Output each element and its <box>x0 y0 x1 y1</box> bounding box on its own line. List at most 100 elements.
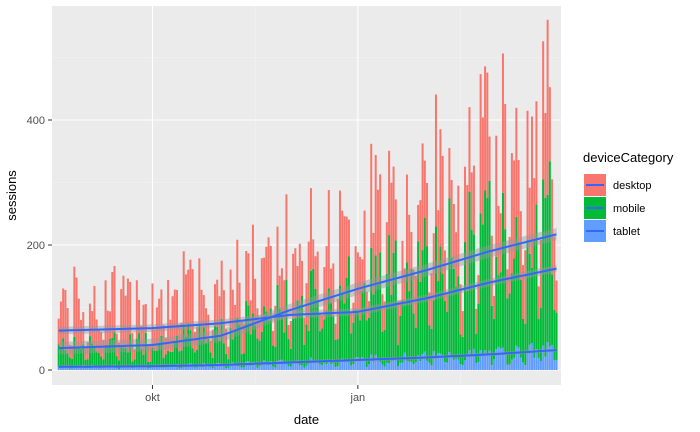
bar-mobile <box>211 357 214 368</box>
bar-mobile <box>555 312 558 361</box>
bar-desktop <box>434 94 437 227</box>
bar-mobile <box>77 347 80 368</box>
bar-desktop <box>80 319 83 349</box>
bar-desktop <box>216 279 219 327</box>
bars <box>57 19 558 370</box>
bar-tablet <box>334 367 337 370</box>
bar-desktop <box>510 153 513 274</box>
x-axis-title: date <box>294 412 319 427</box>
bar-tablet <box>551 344 554 370</box>
bar-tablet <box>104 366 107 370</box>
bar-mobile <box>113 332 116 365</box>
bar-tablet <box>191 365 194 370</box>
bar-desktop <box>59 301 62 348</box>
bar-desktop <box>178 324 181 352</box>
bar-desktop <box>62 288 65 339</box>
bar-mobile <box>292 318 295 364</box>
bar-desktop <box>75 277 78 347</box>
bar-desktop <box>100 332 103 357</box>
bar-tablet <box>95 365 98 370</box>
bar-mobile <box>82 344 85 366</box>
bar-desktop <box>144 304 147 333</box>
bar-tablet <box>414 362 417 370</box>
bar-mobile <box>75 346 78 368</box>
bar-tablet <box>263 360 266 370</box>
bar-mobile <box>296 300 299 361</box>
bar-mobile <box>274 346 277 368</box>
bar-tablet <box>140 365 143 370</box>
legend: deviceCategory desktop mobile tablet <box>583 150 674 242</box>
bar-mobile <box>120 346 123 368</box>
bar-mobile <box>477 303 480 363</box>
bar-tablet <box>117 369 120 370</box>
bar-desktop <box>356 252 359 312</box>
bar-mobile <box>287 339 290 367</box>
bar-mobile <box>374 255 377 355</box>
bar-mobile <box>524 323 527 366</box>
bar-desktop <box>269 245 272 309</box>
bar-desktop <box>486 72 489 199</box>
bar-desktop <box>383 301 386 330</box>
bar-tablet <box>303 367 306 370</box>
bar-mobile <box>171 351 174 367</box>
bar-desktop <box>151 283 154 348</box>
bar-desktop <box>412 269 415 314</box>
bar-mobile <box>242 353 245 368</box>
bar-desktop <box>180 322 183 351</box>
bar-mobile <box>466 290 469 355</box>
bar-desktop <box>274 305 277 347</box>
bar-desktop <box>240 321 243 355</box>
bar-desktop <box>155 307 158 351</box>
bar-tablet <box>222 366 225 370</box>
bar-mobile <box>162 357 165 368</box>
bar-mobile <box>332 316 335 364</box>
bar-desktop <box>528 187 531 254</box>
bar-mobile <box>428 325 431 363</box>
bar-desktop <box>546 19 549 195</box>
bar-tablet <box>122 365 125 370</box>
bar-mobile <box>146 362 150 369</box>
bar-tablet <box>452 359 455 370</box>
bar-mobile <box>62 338 65 368</box>
bar-desktop <box>327 190 330 289</box>
bar-tablet <box>359 361 362 370</box>
bar-mobile <box>305 324 308 366</box>
bar-tablet <box>370 354 373 370</box>
bar-mobile <box>347 256 350 361</box>
bar-mobile <box>441 273 444 356</box>
bar-desktop <box>149 343 152 362</box>
bar-desktop <box>113 265 116 333</box>
bar-mobile <box>180 350 183 368</box>
bar-desktop <box>336 298 339 340</box>
bar-desktop <box>343 216 346 304</box>
legend-label-tablet: tablet <box>613 226 640 238</box>
bar-desktop <box>93 285 96 346</box>
bar-desktop <box>213 284 216 326</box>
bar-mobile <box>385 273 388 363</box>
bar-mobile <box>231 339 234 363</box>
bar-tablet <box>448 352 451 370</box>
bar-desktop <box>405 174 408 263</box>
bar-desktop <box>539 239 542 309</box>
bar-desktop <box>309 188 312 271</box>
bar-tablet <box>394 359 397 370</box>
bar-desktop <box>265 246 268 312</box>
bar-desktop <box>410 231 413 269</box>
bar-mobile <box>446 311 449 363</box>
bar-tablet <box>530 342 533 370</box>
bar-tablet <box>209 366 212 370</box>
bar-tablet <box>162 367 165 370</box>
bar-desktop <box>198 258 201 324</box>
bar-desktop <box>120 289 123 347</box>
bar-mobile <box>265 311 268 364</box>
bar-desktop <box>345 216 348 278</box>
legend-label-mobile: mobile <box>613 203 645 215</box>
bar-desktop <box>294 248 297 319</box>
bar-tablet <box>64 366 67 370</box>
bar-desktop <box>484 66 487 191</box>
bar-tablet <box>187 364 190 370</box>
bar-mobile <box>285 279 288 364</box>
bar-mobile <box>526 239 529 354</box>
bar-tablet <box>111 367 114 370</box>
bar-tablet <box>77 367 80 370</box>
